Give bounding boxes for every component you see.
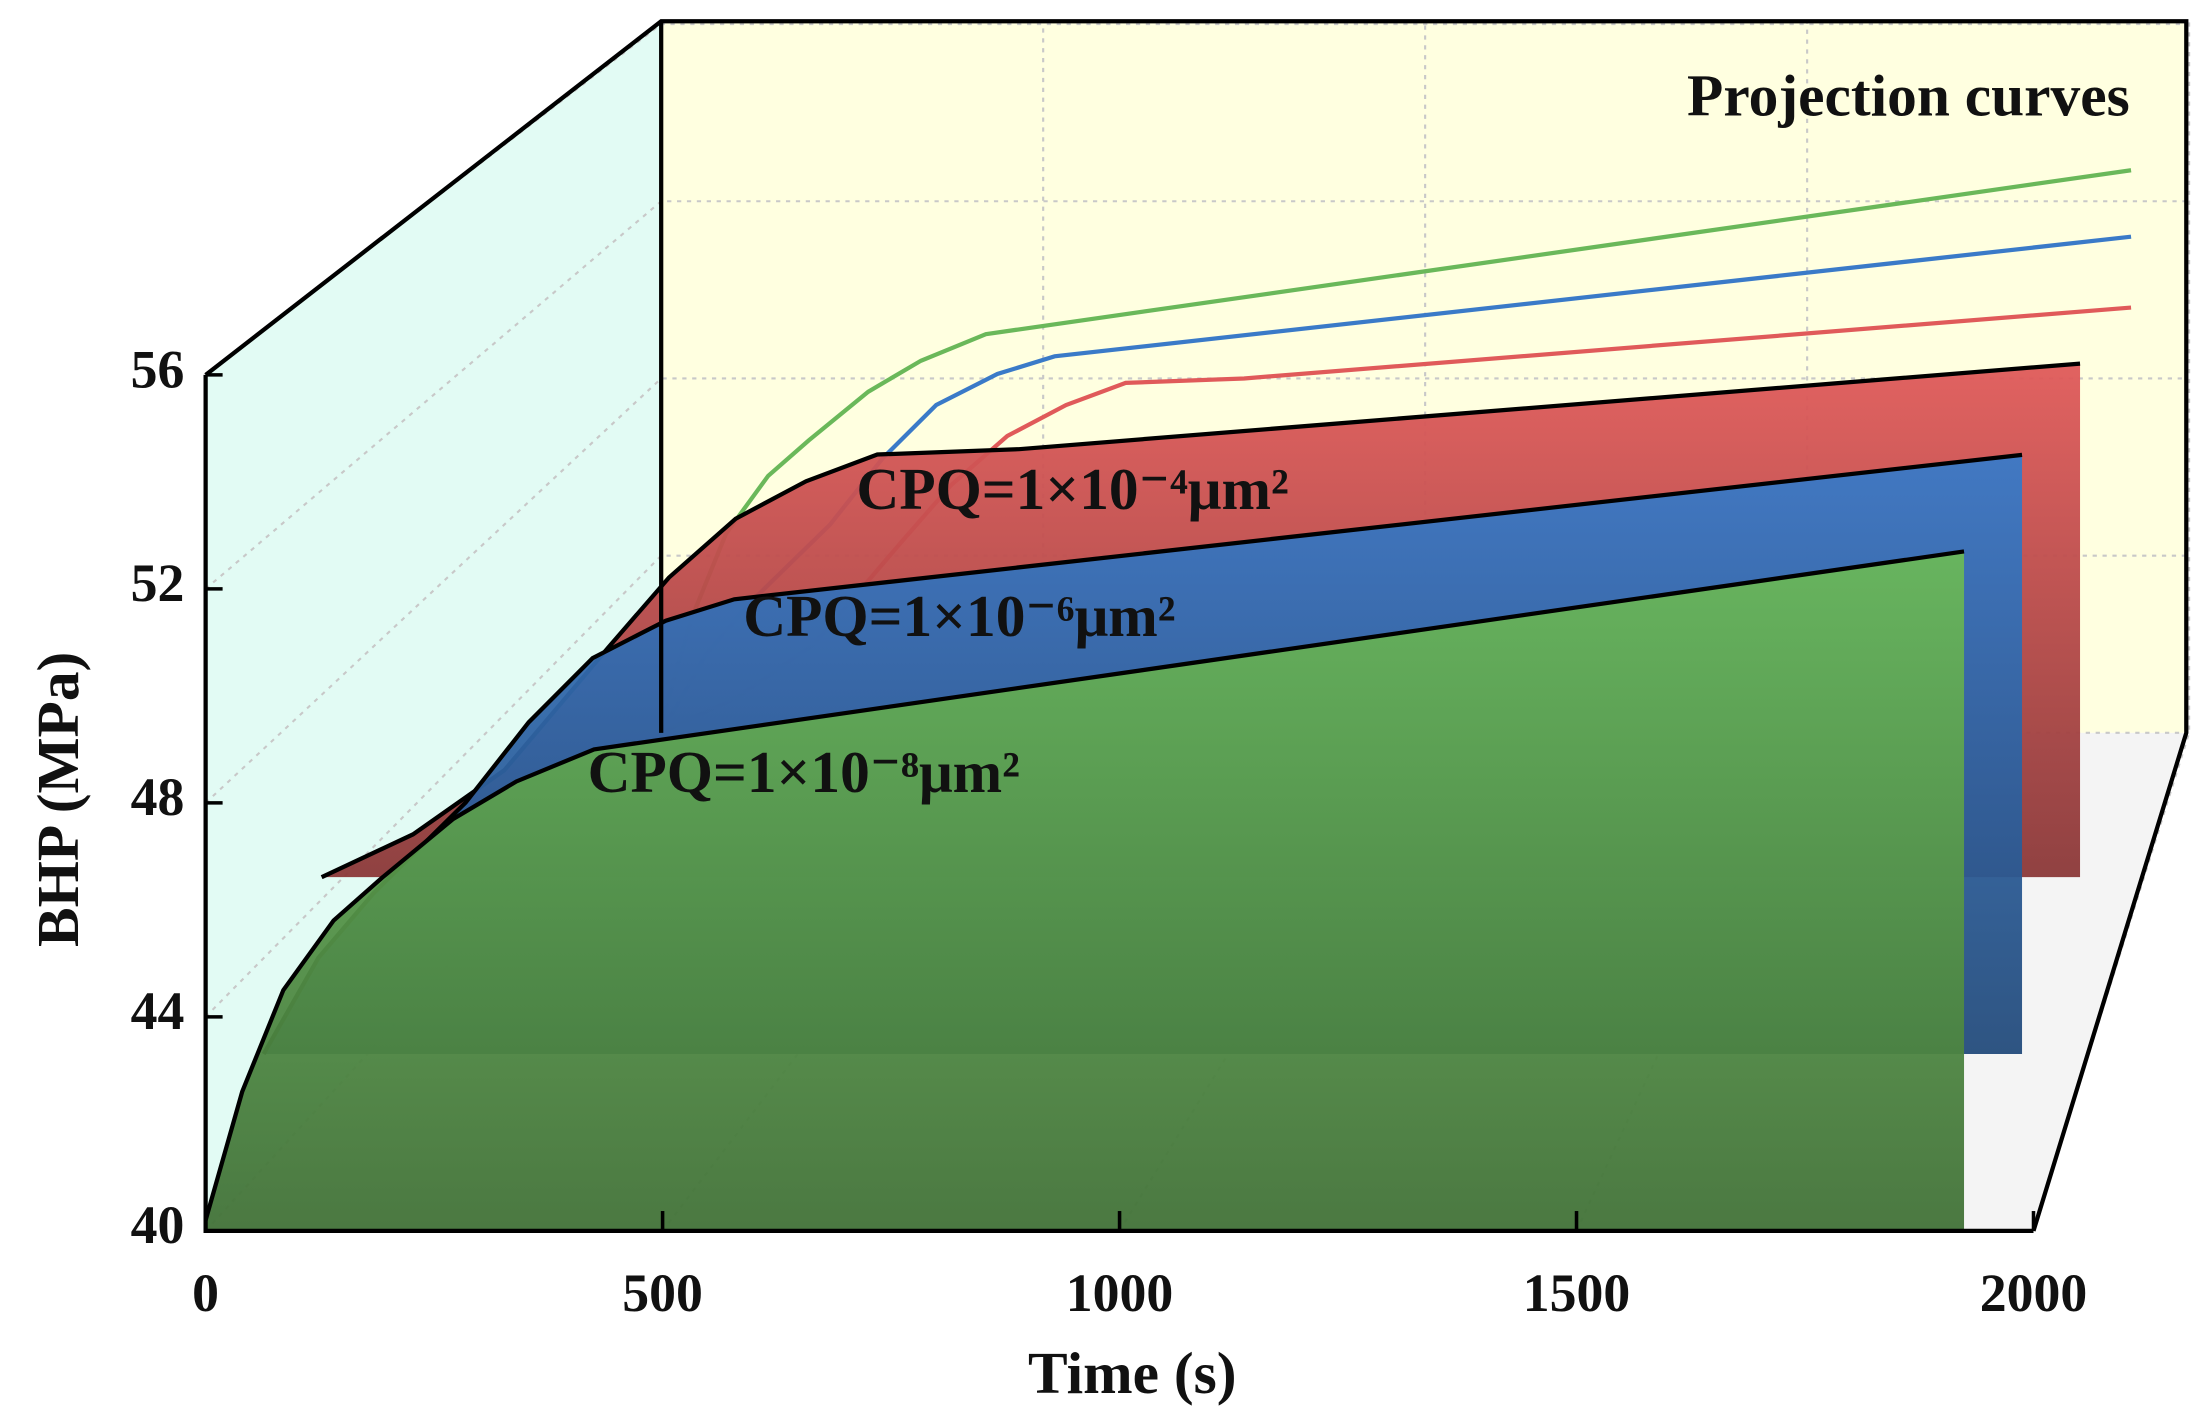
series-label: CPQ=1×10⁻⁶μm² xyxy=(743,583,1175,649)
series-label: CPQ=1×10⁻⁸μm² xyxy=(588,739,1020,805)
y-tick-label: 56 xyxy=(131,339,185,399)
x-tick-label: 1500 xyxy=(1523,1263,1631,1323)
frame-edge xyxy=(204,19,2189,1232)
annotation: Projection curves xyxy=(1687,63,2130,129)
y-tick-label: 40 xyxy=(131,1195,185,1255)
side-wall xyxy=(205,21,662,1231)
y-axis-label: BHP (MPa) xyxy=(25,652,91,947)
x-axis-label: Time (s) xyxy=(1028,1340,1236,1406)
y-tick-label: 44 xyxy=(131,981,185,1041)
ribbon-edge xyxy=(203,549,1965,1221)
series-label: CPQ=1×10⁻⁴μm² xyxy=(856,456,1288,522)
ribbon xyxy=(205,551,1965,1231)
x-tick-label: 1000 xyxy=(1066,1263,1174,1323)
ribbon-edge xyxy=(320,361,2081,880)
x-tick-label: 0 xyxy=(192,1263,219,1323)
y-tick-label: 48 xyxy=(131,767,185,827)
x-tick-label: 500 xyxy=(622,1263,703,1323)
y-tick-label: 52 xyxy=(131,553,185,613)
x-tick-label: 2000 xyxy=(1980,1263,2088,1323)
